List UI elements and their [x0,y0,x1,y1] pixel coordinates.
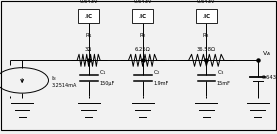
Text: 15mF: 15mF [217,81,231,86]
Text: .IC: .IC [138,14,147,19]
Bar [196,9,217,23]
Text: 0.643V: 0.643V [133,0,152,4]
Text: R$_2$: R$_2$ [139,31,147,40]
Text: 1.9mF: 1.9mF [153,81,168,86]
Text: C$_2$: C$_2$ [153,69,161,77]
Text: I$_S$: I$_S$ [51,74,58,83]
Bar [132,9,153,23]
Text: 150μF: 150μF [99,81,114,86]
Text: .IC: .IC [84,14,93,19]
Text: 3Ω: 3Ω [85,47,92,52]
Text: C$_3$: C$_3$ [217,69,225,77]
Text: 0.643V: 0.643V [79,0,98,4]
Text: .IC: .IC [202,14,211,19]
Text: 3.2514mA: 3.2514mA [51,83,77,88]
Text: 36.58Ω: 36.58Ω [197,47,216,52]
Text: 6.25Ω: 6.25Ω [135,47,150,52]
Text: C$_1$: C$_1$ [99,69,107,77]
Bar [78,9,99,23]
Text: R$_3$: R$_3$ [202,31,210,40]
Text: R$_1$: R$_1$ [85,31,93,40]
Text: 0.643V: 0.643V [262,75,277,80]
Text: 0.643V: 0.643V [197,0,216,4]
Text: V$_A$: V$_A$ [262,49,271,58]
